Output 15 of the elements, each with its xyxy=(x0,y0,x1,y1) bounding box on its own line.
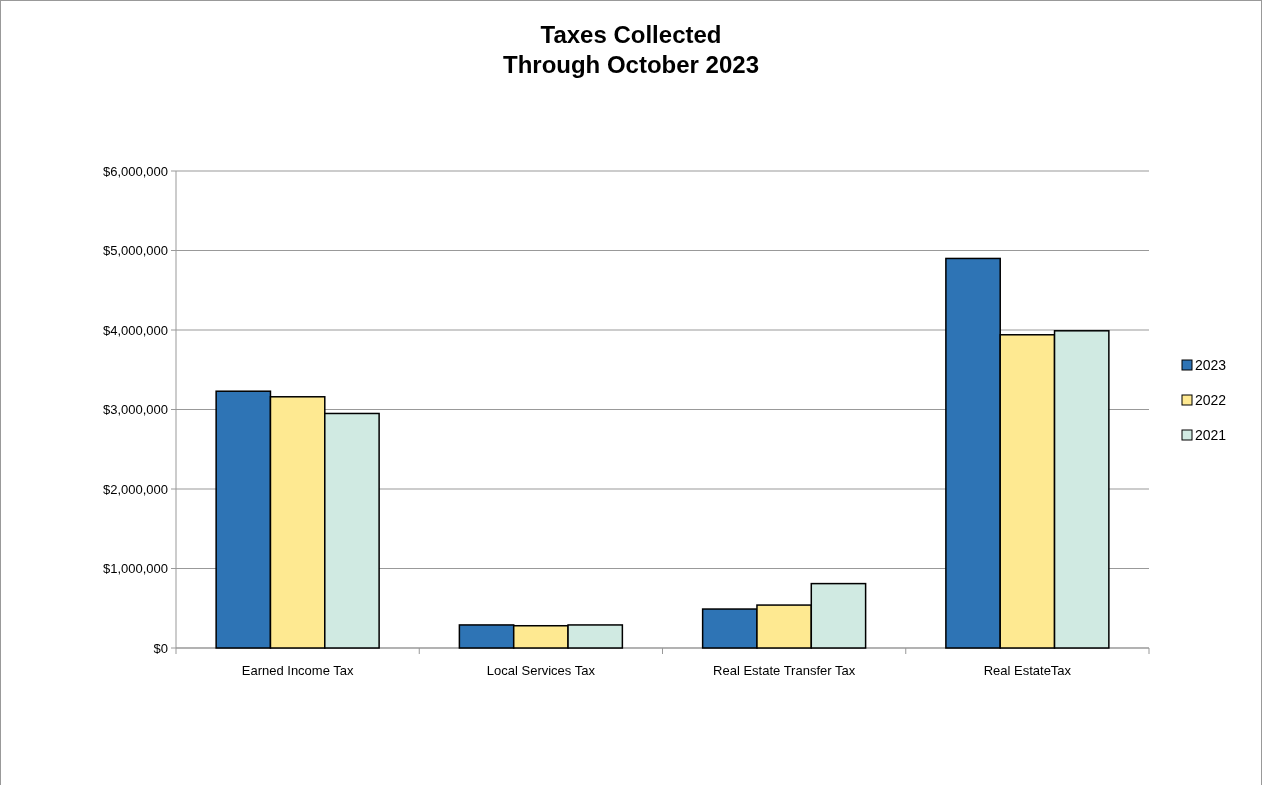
chart-title: Taxes Collected Through October 2023 xyxy=(502,21,760,78)
y-tick-label: $3,000,000 xyxy=(102,402,168,418)
y-tick-label: $4,000,000 xyxy=(102,322,168,338)
legend-label: 2022 xyxy=(1195,391,1227,408)
legend-label: 2023 xyxy=(1195,356,1227,373)
y-tick-label: $6,000,000 xyxy=(102,163,168,179)
y-tick-label: $2,000,000 xyxy=(102,481,168,497)
x-tick-label: Earned Income Tax xyxy=(241,663,354,678)
y-tick-label: $0 xyxy=(153,640,168,656)
x-tick-label: Real Estate Transfer Tax xyxy=(713,663,856,678)
y-tick-label: $1,000,000 xyxy=(102,561,168,577)
legend-label: 2021 xyxy=(1195,426,1227,443)
x-tick-label: Local Services Tax xyxy=(486,663,596,678)
y-tick-label: $5,000,000 xyxy=(102,243,168,259)
x-tick-label: Real EstateTax xyxy=(983,663,1072,678)
